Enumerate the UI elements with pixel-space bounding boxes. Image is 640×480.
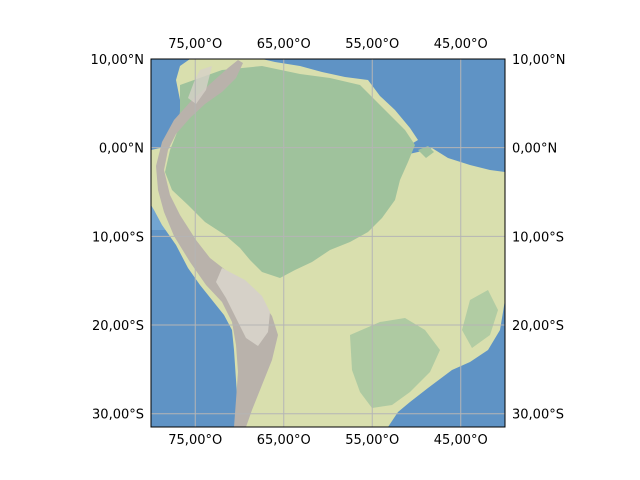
lon-tick-label-bottom: 45,00°O <box>434 433 488 448</box>
lat-tick-label-left: 0,00°N <box>99 142 144 157</box>
tick-labels: 75,00°O 75,00°O 65,00°O 65,00°O 55,00°O 55,00… <box>91 37 566 448</box>
lon-tick-label-bottom: 65,00°O <box>257 433 311 448</box>
map-frame <box>150 58 506 428</box>
lon-tick-label-top: 55,00°O <box>345 37 399 52</box>
lon-tick-label-bottom: 75,00°O <box>168 433 222 448</box>
altiplano <box>216 268 270 346</box>
lat-tick-label-right: 10,00°S <box>512 230 564 245</box>
map-area <box>151 59 505 427</box>
lon-tick-label-top: 45,00°O <box>434 37 488 52</box>
lat-tick-label-right: 20,00°S <box>512 319 564 334</box>
lon-tick-label-bottom: 55,00°O <box>345 433 399 448</box>
gridlines <box>151 59 505 427</box>
marajo-island <box>418 146 434 158</box>
lat-tick-label-left: 30,00°S <box>92 408 144 423</box>
lat-tick-label-right: 10,00°N <box>512 53 565 68</box>
coastal-forest <box>462 290 498 348</box>
lat-tick-label-right: 30,00°S <box>512 408 564 423</box>
lat-tick-label-right: 0,00°N <box>512 142 557 157</box>
lat-tick-label-left: 20,00°S <box>92 319 144 334</box>
lon-tick-label-top: 65,00°O <box>257 37 311 52</box>
lon-tick-label-top: 75,00°O <box>168 37 222 52</box>
lat-tick-label-left: 10,00°N <box>91 53 144 68</box>
andes-north-ridge <box>188 66 212 104</box>
lat-tick-label-left: 10,00°S <box>92 230 144 245</box>
amazon-rainforest <box>165 66 415 278</box>
